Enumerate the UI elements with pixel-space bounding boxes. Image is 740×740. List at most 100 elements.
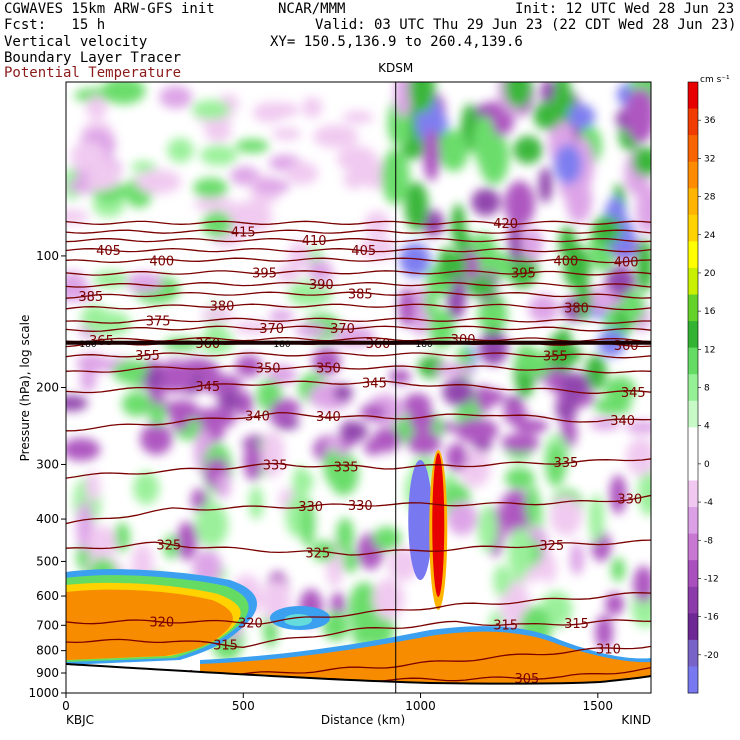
header-org: NCAR/MMM: [278, 1, 346, 17]
w-field-cell: [595, 614, 614, 650]
theta-contour-label: 345: [195, 380, 220, 395]
theta-contour-label: 385: [78, 290, 103, 305]
w-field-cell: [230, 166, 260, 186]
y-tick-label: 400: [36, 512, 59, 526]
w-field-cell: [398, 287, 416, 328]
tropopause-label: 180: [415, 340, 432, 350]
colorbar-swatch: [688, 241, 698, 269]
theta-contour-label: 340: [245, 410, 270, 425]
x-tick-label: 1500: [583, 699, 614, 713]
w-field-cell: [261, 431, 284, 478]
w-field-cell: [531, 352, 551, 378]
theta-contour-label: 395: [511, 267, 536, 282]
w-field-cell: [323, 448, 342, 485]
w-field-cell: [446, 501, 478, 536]
w-field-cell: [403, 393, 432, 416]
kdsm-marker-label: KDSM: [378, 61, 413, 75]
w-field-cell: [121, 391, 152, 417]
w-field-cell: [501, 433, 540, 453]
theta-contour-label: 390: [309, 278, 334, 293]
w-field-cell: [300, 499, 316, 548]
w-field-cell: [85, 471, 101, 502]
w-field-cell: [276, 264, 300, 284]
w-field-cell: [159, 85, 193, 109]
w-field-cell: [437, 247, 457, 283]
w-field-cell: [589, 417, 621, 431]
colorbar-swatch: [688, 507, 698, 535]
theta-contour-label: 350: [316, 362, 341, 377]
theta-contour: [66, 257, 651, 264]
w-field-cell: [478, 330, 509, 366]
theta-contour-label: 315: [213, 639, 238, 654]
w-field-cell: [399, 242, 431, 278]
w-field-cell: [569, 542, 585, 576]
colorbar-swatch: [688, 267, 698, 295]
w-field-cell: [609, 474, 627, 515]
w-field-cell: [295, 323, 328, 338]
w-field-cell: [625, 87, 651, 144]
w-field-cell: [313, 124, 359, 149]
w-field-cell: [101, 82, 146, 105]
updraft-core: [432, 453, 445, 597]
colorbar: 36 32 28 24 20 16 12 8 4 0 -4 -8 -12 -16 -20: [687, 81, 719, 694]
w-field-cell: [302, 96, 323, 118]
w-field-cell: [217, 389, 243, 412]
header-fcst: Fcst: 15 h: [4, 17, 106, 33]
colorbar-swatch: [688, 666, 698, 694]
w-field-cell: [545, 444, 566, 487]
w-field-cell: [576, 279, 592, 321]
header-model: CGWAVES 15km ARW-GFS init: [4, 1, 215, 17]
w-field-cell: [204, 119, 232, 142]
header-valid: Valid: 03 UTC Thu 29 Jun 23 (22 CDT Wed …: [315, 17, 737, 33]
w-field-cell: [407, 82, 436, 114]
colorbar-swatch: [688, 374, 698, 402]
w-field-cell: [233, 320, 272, 335]
w-field-cell: [424, 288, 437, 318]
header-field-vertical-velocity: Vertical velocity: [4, 34, 148, 50]
w-field-cell: [372, 427, 401, 453]
w-field-cell: [66, 209, 89, 224]
w-field-cell: [333, 384, 353, 402]
theta-contour-label: 315: [493, 618, 518, 633]
w-field-cell: [478, 505, 498, 552]
tracer-blob: [284, 614, 312, 626]
w-field-cell: [561, 508, 577, 536]
w-field-cell: [422, 129, 441, 182]
theta-contour-label: 405: [351, 244, 376, 259]
theta-contour-label: 420: [493, 217, 518, 232]
header-field-bl-tracer: Boundary Layer Tracer: [4, 50, 182, 66]
w-field-cell: [588, 494, 605, 543]
w-field-cell: [235, 354, 262, 378]
w-field-cell: [176, 521, 198, 561]
theta-contour-label: 405: [96, 244, 121, 259]
w-field-cell: [508, 217, 523, 264]
theta-contour-label: 345: [362, 377, 387, 392]
x-axis: 0 500 1000 1500: [62, 693, 613, 713]
w-field-cell: [200, 145, 238, 166]
theta-contour-label: 355: [543, 349, 568, 364]
w-field-cell: [85, 310, 132, 337]
y-axis-title: Pressure (hPa), log scale: [18, 315, 32, 462]
theta-contour: [66, 303, 651, 311]
x-axis-title: Distance (km): [321, 713, 405, 727]
w-field-cell: [637, 467, 651, 517]
colorbar-swatch: [688, 586, 698, 614]
w-field-cell: [626, 437, 651, 477]
colorbar-swatch: [688, 427, 698, 455]
colorbar-tick-label: -4: [704, 498, 713, 508]
w-field-cell: [389, 369, 411, 385]
w-field-cell: [80, 368, 97, 392]
w-field-cell: [604, 376, 636, 403]
w-field-cell: [456, 345, 473, 383]
w-field-cell: [87, 525, 117, 561]
colorbar-swatch: [688, 108, 698, 136]
theta-contour: [66, 270, 651, 276]
x-end-station: KIND: [621, 713, 651, 727]
w-field-cell: [423, 113, 449, 134]
w-field-cell: [402, 139, 425, 160]
w-field-cell: [421, 209, 445, 237]
w-field-cell: [133, 471, 160, 505]
y-tick-label: 700: [36, 618, 59, 632]
w-field-cell: [243, 441, 262, 482]
w-field-cell: [253, 178, 291, 194]
